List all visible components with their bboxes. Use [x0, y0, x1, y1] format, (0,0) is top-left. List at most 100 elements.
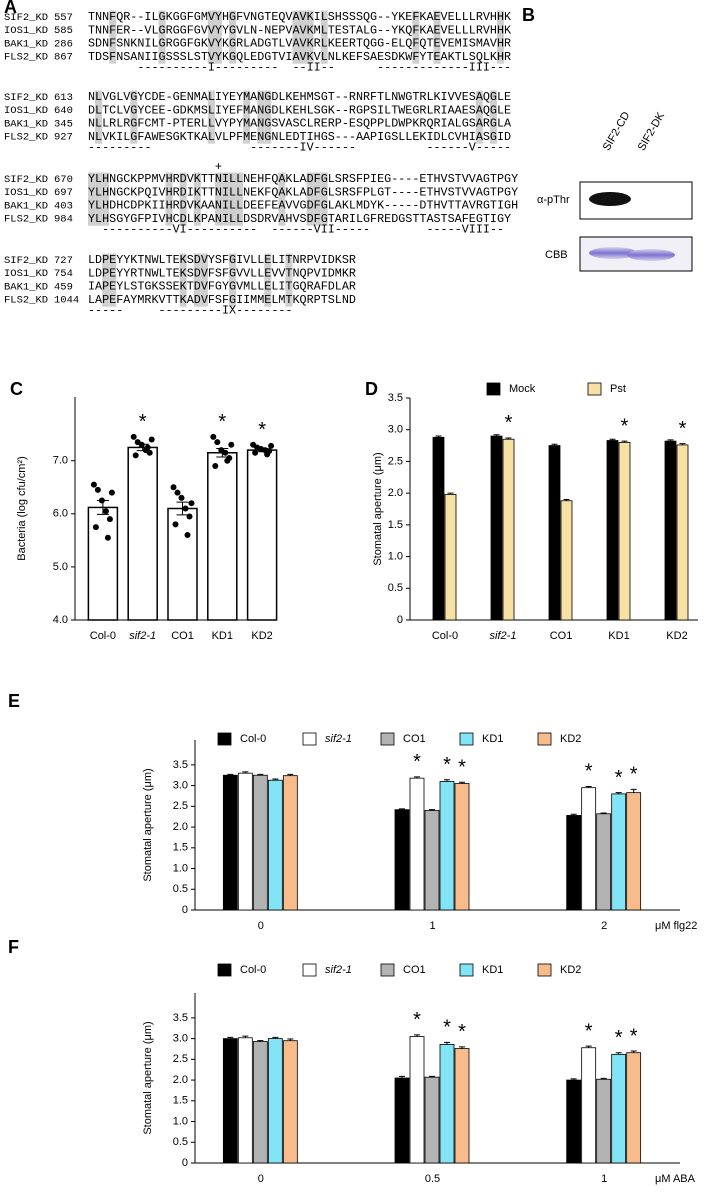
bar — [127, 446, 158, 621]
y-axis-label: Bacteria (log cfu/cm²) — [16, 456, 28, 561]
identity-shade — [214, 172, 222, 226]
seq-name: IOS1_KD — [4, 268, 48, 280]
y-tick-label: 2.5 — [388, 455, 403, 467]
significance: * — [615, 767, 623, 789]
identity-shade — [278, 172, 286, 226]
seq-name: FLS2_KD — [4, 52, 48, 64]
error-bar — [429, 1075, 435, 1078]
legend-label: Mock — [509, 383, 536, 395]
error-bar — [272, 778, 279, 781]
y-tick-label: 0.5 — [173, 883, 188, 895]
identity-shade — [292, 10, 300, 64]
error-bar — [585, 1045, 592, 1048]
identity-shade — [95, 172, 103, 226]
bar — [424, 1076, 440, 1164]
legend-swatch — [486, 382, 501, 396]
band — [589, 247, 637, 259]
seq-start: 345 — [54, 118, 73, 130]
bar — [222, 1038, 238, 1164]
identity-shade — [257, 90, 265, 144]
bar — [664, 440, 677, 621]
row-label: CBB — [545, 249, 568, 261]
error-bar — [630, 1050, 637, 1053]
legend-swatch — [302, 732, 317, 746]
significance: * — [615, 1027, 623, 1049]
y-axis-label: Stomatal aperture (μm) — [142, 768, 154, 881]
seq-name: IOS1_KD — [4, 25, 48, 37]
legend-label: KD2 — [560, 733, 581, 745]
error-bar — [399, 808, 405, 810]
band — [627, 249, 675, 261]
seq-start: 754 — [54, 268, 73, 280]
bar — [502, 438, 515, 621]
x-tick-label: Col-0 — [90, 630, 116, 642]
error-bar — [435, 435, 442, 438]
bar — [222, 774, 238, 911]
error-bar — [667, 439, 674, 442]
legend-label: Pst — [610, 383, 626, 395]
error-bar — [563, 498, 570, 501]
error-bar — [679, 443, 686, 445]
panel-label: E — [8, 691, 20, 711]
error-bar — [600, 812, 607, 814]
sequence: SDNFSNKNILGRGGFGKVYKGRLADGTLVAVKRLKEERTQ… — [88, 37, 511, 51]
significance: * — [505, 412, 513, 434]
y-tick-label: 0 — [182, 1157, 188, 1169]
identity-shade — [229, 172, 237, 226]
x-tick-label: 0.5 — [425, 1173, 440, 1185]
seq-name: BAK1_KD — [4, 200, 48, 212]
seq-start: 727 — [54, 255, 73, 267]
y-axis-label: Stomatal aperture (μm) — [142, 1021, 154, 1134]
seq-start: 697 — [54, 187, 73, 199]
panel-label: B — [522, 5, 535, 25]
identity-shade — [109, 10, 117, 64]
sequence: NLLRLRGFCMT-PTERLLVYPYMANGSVASCLRERP-ESQ… — [88, 117, 512, 131]
identity-shade — [475, 90, 483, 144]
data-point — [148, 436, 155, 443]
identity-shade — [306, 172, 314, 226]
identity-shade — [88, 172, 96, 226]
identity-shade — [496, 10, 504, 64]
seq-name: SIF2_KD — [4, 174, 48, 186]
error-bar — [570, 1078, 577, 1081]
identity-shade — [207, 10, 215, 64]
legend-swatch — [217, 963, 232, 977]
error-bar — [630, 788, 637, 793]
legend-swatch — [587, 382, 602, 396]
seq-start: 613 — [54, 92, 73, 104]
legend-label: KD1 — [482, 964, 503, 976]
legend-swatch — [459, 963, 474, 977]
y-tick-label: 3.0 — [388, 424, 403, 436]
data-point — [92, 524, 99, 531]
data-point — [228, 441, 235, 448]
x-tick-label: KD2 — [251, 630, 272, 642]
y-tick-label: 1.0 — [173, 1115, 188, 1127]
sequence: YLHNGCKPQIVHRDIKTTNILLNEKFQAKLADFGLSRSFP… — [88, 185, 518, 199]
bar — [409, 1036, 425, 1164]
legend-swatch — [459, 732, 474, 746]
data-point — [174, 489, 181, 496]
identity-shade — [320, 172, 328, 226]
x-tick-label: 1 — [601, 1173, 607, 1185]
bar — [439, 1044, 455, 1164]
bar — [454, 1048, 470, 1164]
bar — [167, 507, 198, 621]
data-point — [224, 457, 231, 464]
bar — [444, 494, 457, 621]
seq-name: SIF2_KD — [4, 255, 48, 267]
identity-shade — [102, 253, 110, 307]
x-tick-label: sif2-1 — [490, 630, 517, 642]
seq-start: 403 — [54, 200, 73, 212]
x-tick-label: CO1 — [171, 630, 194, 642]
data-point — [98, 497, 105, 504]
y-tick-label: 0 — [182, 904, 188, 916]
panel-label: C — [10, 379, 23, 399]
seq-name: FLS2_KD — [4, 295, 48, 307]
x-tick-label: 2 — [601, 920, 607, 932]
error-bar — [414, 776, 420, 779]
y-tick-label: 1.5 — [173, 842, 188, 854]
significance: * — [443, 1017, 451, 1039]
error-bar — [414, 1034, 420, 1037]
data-point — [146, 449, 153, 456]
error-bar — [242, 771, 249, 774]
